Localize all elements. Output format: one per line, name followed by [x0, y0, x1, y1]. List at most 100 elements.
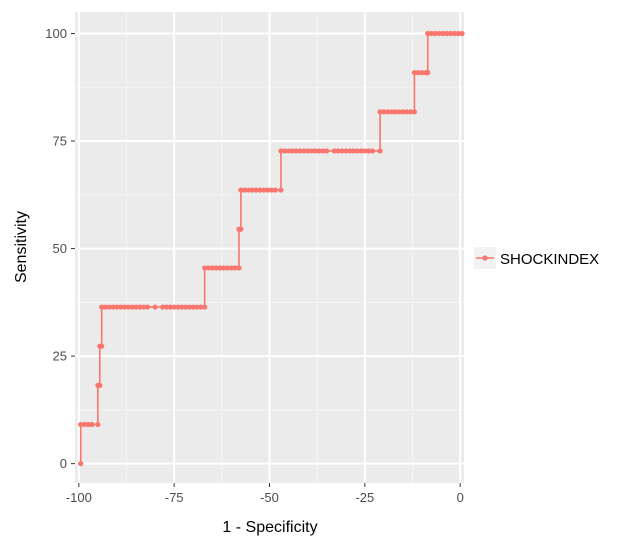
data-point [415, 70, 421, 76]
legend-point [482, 255, 488, 261]
data-point [121, 304, 128, 310]
data-point [186, 304, 193, 310]
data-point [110, 304, 116, 310]
data-point [301, 148, 307, 154]
data-point [209, 265, 215, 271]
data-point [224, 265, 231, 271]
data-point [163, 304, 170, 310]
data-point [388, 109, 395, 115]
data-point [305, 148, 311, 154]
data-point [377, 109, 383, 115]
data-point [194, 304, 200, 310]
data-point [362, 148, 368, 154]
data-point [455, 30, 461, 37]
data-point [308, 148, 315, 154]
data-point [78, 461, 84, 467]
x-tick-label: -25 [355, 490, 374, 505]
x-tick-label: -50 [260, 490, 279, 505]
data-point [268, 187, 275, 193]
data-point [129, 304, 135, 310]
y-tick-label: 0 [60, 456, 67, 471]
data-point [213, 265, 219, 271]
series-layer [78, 30, 465, 467]
data-point [114, 304, 120, 310]
data-point [152, 304, 158, 310]
y-tick-label: 50 [53, 241, 67, 256]
y-tick-label: 25 [53, 349, 67, 364]
data-point [320, 148, 326, 154]
data-point [350, 148, 357, 154]
y-tick-label: 75 [53, 134, 67, 149]
data-point [167, 304, 173, 310]
data-point [289, 148, 295, 154]
data-point [198, 304, 204, 310]
data-point [381, 109, 387, 115]
data-point [428, 30, 435, 37]
data-point [261, 187, 267, 193]
data-point [217, 265, 223, 271]
data-point [459, 30, 465, 37]
data-point [285, 148, 292, 154]
data-point [78, 421, 84, 428]
grid-major [75, 12, 464, 483]
data-point [236, 265, 242, 271]
data-point [171, 304, 177, 310]
data-point [293, 148, 299, 154]
data-point [272, 187, 278, 193]
data-point [400, 109, 406, 115]
data-point [182, 304, 189, 310]
x-tick-label: 0 [457, 490, 464, 505]
data-point [125, 304, 131, 310]
data-point [228, 265, 234, 271]
data-point [257, 187, 263, 193]
data-point [221, 265, 227, 271]
data-point [343, 148, 349, 154]
data-point [81, 421, 88, 428]
legend: SHOCKINDEX [474, 247, 599, 269]
data-point [392, 109, 398, 115]
data-point [253, 187, 259, 193]
data-point [451, 30, 458, 37]
legend-label: SHOCKINDEX [500, 251, 599, 268]
data-point [133, 304, 139, 310]
data-point [444, 30, 450, 37]
data-point [358, 148, 364, 154]
data-point [102, 304, 109, 310]
data-point [95, 421, 101, 428]
data-point [335, 148, 341, 154]
data-point [354, 148, 360, 154]
data-point [432, 30, 438, 37]
data-point [411, 70, 418, 76]
data-point [99, 343, 105, 349]
data-point [331, 148, 337, 154]
x-tick-label: -100 [66, 490, 92, 505]
data-point [440, 30, 446, 37]
data-point [425, 70, 431, 76]
data-point [408, 109, 414, 115]
data-point [282, 148, 288, 154]
data-point [297, 148, 303, 154]
data-point [312, 148, 318, 154]
data-point [278, 148, 284, 154]
data-point [411, 109, 418, 115]
data-point [436, 30, 442, 37]
data-point [141, 304, 147, 310]
data-point [346, 148, 353, 154]
data-point [385, 109, 391, 115]
data-point [369, 148, 376, 154]
data-point [238, 226, 244, 232]
data-point [190, 304, 196, 310]
data-point [118, 304, 124, 310]
data-point [366, 148, 372, 154]
y-axis-title: Sensitivity [13, 211, 30, 283]
data-point [339, 148, 345, 154]
data-point [106, 304, 112, 310]
y-tick-label: 100 [45, 26, 67, 41]
data-point [238, 187, 244, 193]
data-point [419, 70, 425, 76]
data-point [99, 304, 105, 310]
x-axis-title: 1 - Specificity [222, 519, 317, 536]
data-point [85, 421, 91, 428]
x-tick-label: -75 [165, 490, 184, 505]
